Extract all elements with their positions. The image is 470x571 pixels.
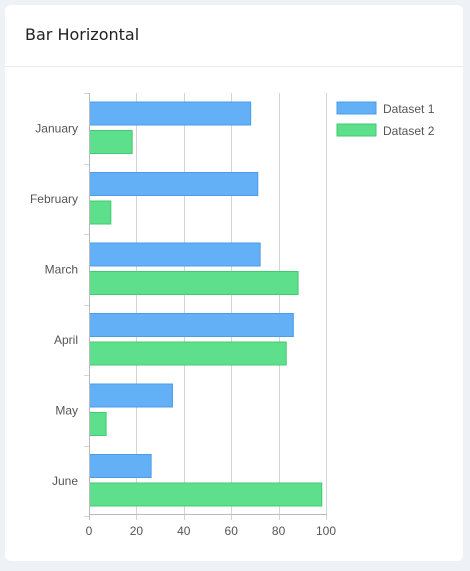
bar-1-march[interactable] [89,242,261,267]
bars [89,101,323,507]
bar-2-april[interactable] [89,341,287,366]
bar-2-february[interactable] [89,200,112,225]
bar-2-june[interactable] [89,482,323,507]
bar-1-april[interactable] [89,313,294,337]
legend-label-1[interactable]: Dataset 1 [383,102,435,116]
bar-1-june[interactable] [89,454,152,478]
axes: 0 20 40 60 80 100 January February March April May… [30,93,336,538]
x-tick-label: 100 [316,524,336,538]
category-label: April [54,333,78,347]
bar-1-january[interactable] [89,101,252,126]
x-tick-label: 60 [225,524,239,538]
card-title: Bar Horizontal [25,25,140,44]
bar-1-may[interactable] [89,383,173,408]
x-tick-label: 80 [272,524,286,538]
bar-2-march[interactable] [89,271,299,295]
legend-swatch-2[interactable] [336,123,377,137]
card-header: Bar Horizontal [5,5,463,67]
legend[interactable]: Dataset 1 Dataset 2 [336,101,435,138]
category-label: January [35,121,78,135]
x-tick-label: 40 [177,524,191,538]
category-label: February [30,192,78,206]
x-tick-label: 20 [130,524,144,538]
category-label: June [52,474,78,488]
bar-2-may[interactable] [89,412,107,436]
category-label: March [45,262,78,276]
bar-2-january[interactable] [89,130,133,154]
bar-1-february[interactable] [89,172,259,196]
category-label: May [55,403,78,417]
legend-label-2[interactable]: Dataset 2 [383,124,435,138]
x-tick-label: 0 [86,524,93,538]
legend-swatch-1[interactable] [336,101,377,115]
